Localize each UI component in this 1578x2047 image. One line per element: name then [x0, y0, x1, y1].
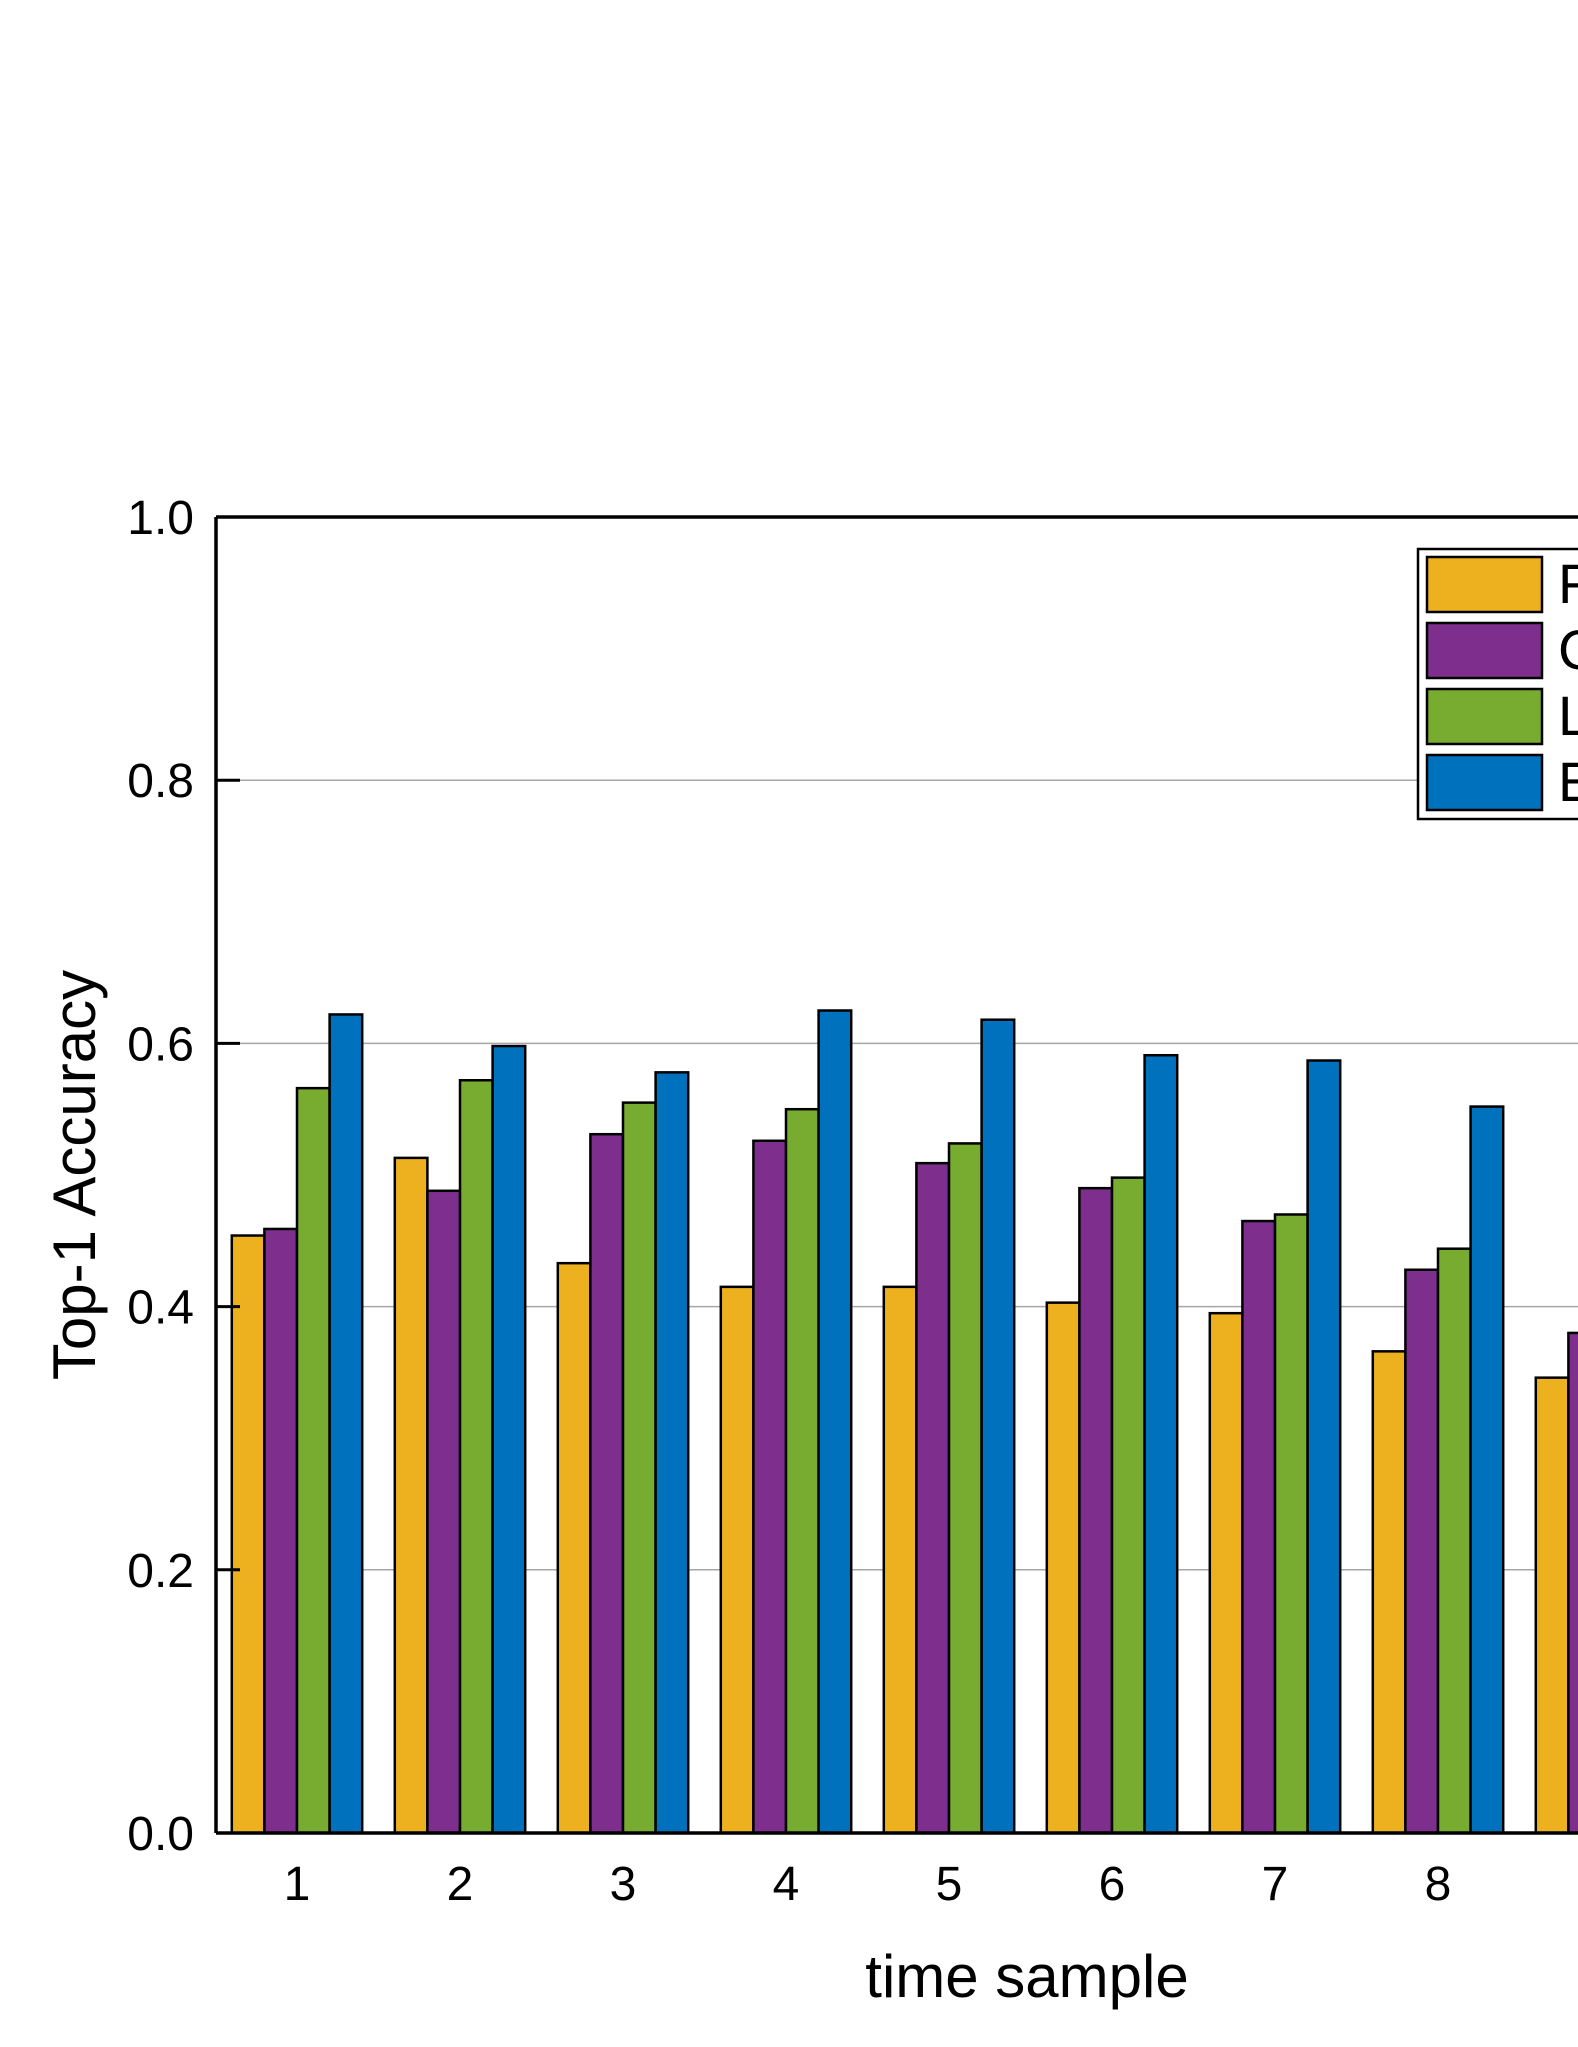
bar	[1371, 1350, 1407, 1835]
x-tick-label: 5	[936, 1858, 963, 1911]
y-tick-label: 1.0	[127, 492, 194, 545]
legend-swatch	[1425, 687, 1544, 746]
bar	[1078, 1186, 1114, 1835]
bar	[621, 1101, 657, 1835]
x-tick-label: 4	[773, 1858, 800, 1911]
y-tick-label: 0.4	[127, 1282, 194, 1335]
y-tick-label: 0.0	[127, 1808, 194, 1861]
bar	[915, 1161, 951, 1835]
bar	[882, 1285, 918, 1835]
y-tick-label: 0.6	[127, 1018, 194, 1071]
x-tick-label: 1	[284, 1858, 311, 1911]
bar	[980, 1018, 1016, 1835]
bar	[1241, 1219, 1277, 1835]
axes	[214, 515, 1578, 1835]
bar	[817, 1009, 853, 1835]
bar	[556, 1261, 592, 1835]
bar	[426, 1189, 462, 1835]
bar	[328, 1013, 364, 1835]
x-axis-title: time sample	[865, 1943, 1188, 2010]
bar	[1534, 1376, 1570, 1835]
bar	[1306, 1059, 1342, 1835]
x-tick-label: 3	[610, 1858, 637, 1911]
bar	[1404, 1268, 1440, 1835]
bar	[230, 1234, 266, 1835]
bar	[1208, 1311, 1244, 1835]
legend-label: F	[1558, 552, 1578, 615]
bar	[1436, 1247, 1472, 1835]
legend-swatch	[1425, 621, 1544, 680]
y-tick-label: 0.2	[127, 1545, 194, 1598]
bar	[1143, 1053, 1179, 1835]
bar	[393, 1156, 429, 1835]
bar	[752, 1139, 788, 1835]
x-tick-label: 6	[1099, 1858, 1126, 1911]
bar	[295, 1086, 331, 1835]
x-tick-label: 8	[1425, 1858, 1452, 1911]
bar	[458, 1078, 494, 1835]
bar	[1567, 1331, 1578, 1835]
legend-swatch	[1425, 753, 1544, 812]
bar	[947, 1142, 983, 1835]
bar	[263, 1227, 299, 1835]
x-tick-label: 2	[447, 1858, 474, 1911]
legend-label: E	[1558, 750, 1578, 813]
bar	[1110, 1176, 1146, 1835]
bar	[719, 1285, 755, 1835]
legend-swatch	[1425, 555, 1544, 614]
bar	[784, 1107, 820, 1835]
tick-labels: 0.00.20.40.60.81.0123456789	[127, 492, 1452, 1911]
bar	[589, 1132, 625, 1835]
bar	[654, 1071, 690, 1835]
bars	[230, 1009, 1578, 1835]
legend-label: L	[1558, 684, 1578, 747]
bar	[491, 1044, 527, 1835]
legend: FCLE	[1416, 547, 1578, 821]
legend-label: C	[1558, 618, 1578, 681]
x-tick-label: 7	[1262, 1858, 1289, 1911]
bar	[1273, 1213, 1309, 1835]
bar	[1469, 1105, 1505, 1835]
y-axis-title: Top-1 Accuracy	[41, 970, 108, 1380]
y-tick-label: 0.8	[127, 755, 194, 808]
bar	[1045, 1301, 1081, 1835]
